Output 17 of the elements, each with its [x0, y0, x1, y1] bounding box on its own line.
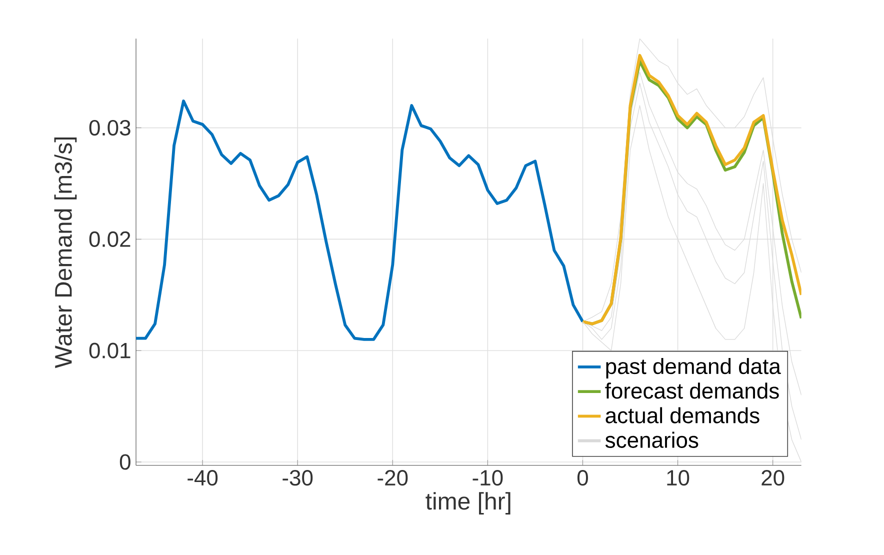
y-tick-label: 0: [120, 454, 130, 470]
legend-label: actual demands: [606, 407, 760, 424]
x-tick-label: -20: [378, 470, 408, 486]
y-tick-label: 0.02: [89, 232, 130, 248]
x-axis-title: time [hr]: [426, 492, 510, 515]
x-tick-label: 10: [667, 470, 690, 486]
legend-label: forecast demands: [605, 382, 779, 399]
x-tick-label: -30: [282, 470, 313, 486]
y-tick-label: 0.03: [89, 120, 130, 136]
x-tick-label: 20: [762, 470, 784, 486]
y-tick-label: 0.01: [89, 342, 130, 359]
legend-label: scenarios: [605, 432, 698, 448]
x-tick-label: 0: [577, 470, 588, 486]
x-tick-label: -10: [472, 470, 503, 486]
x-tick-label: -40: [188, 470, 218, 486]
y-axis-title: Water Demand [m3/s]: [54, 138, 77, 368]
legend-label: past demand data: [606, 358, 781, 379]
